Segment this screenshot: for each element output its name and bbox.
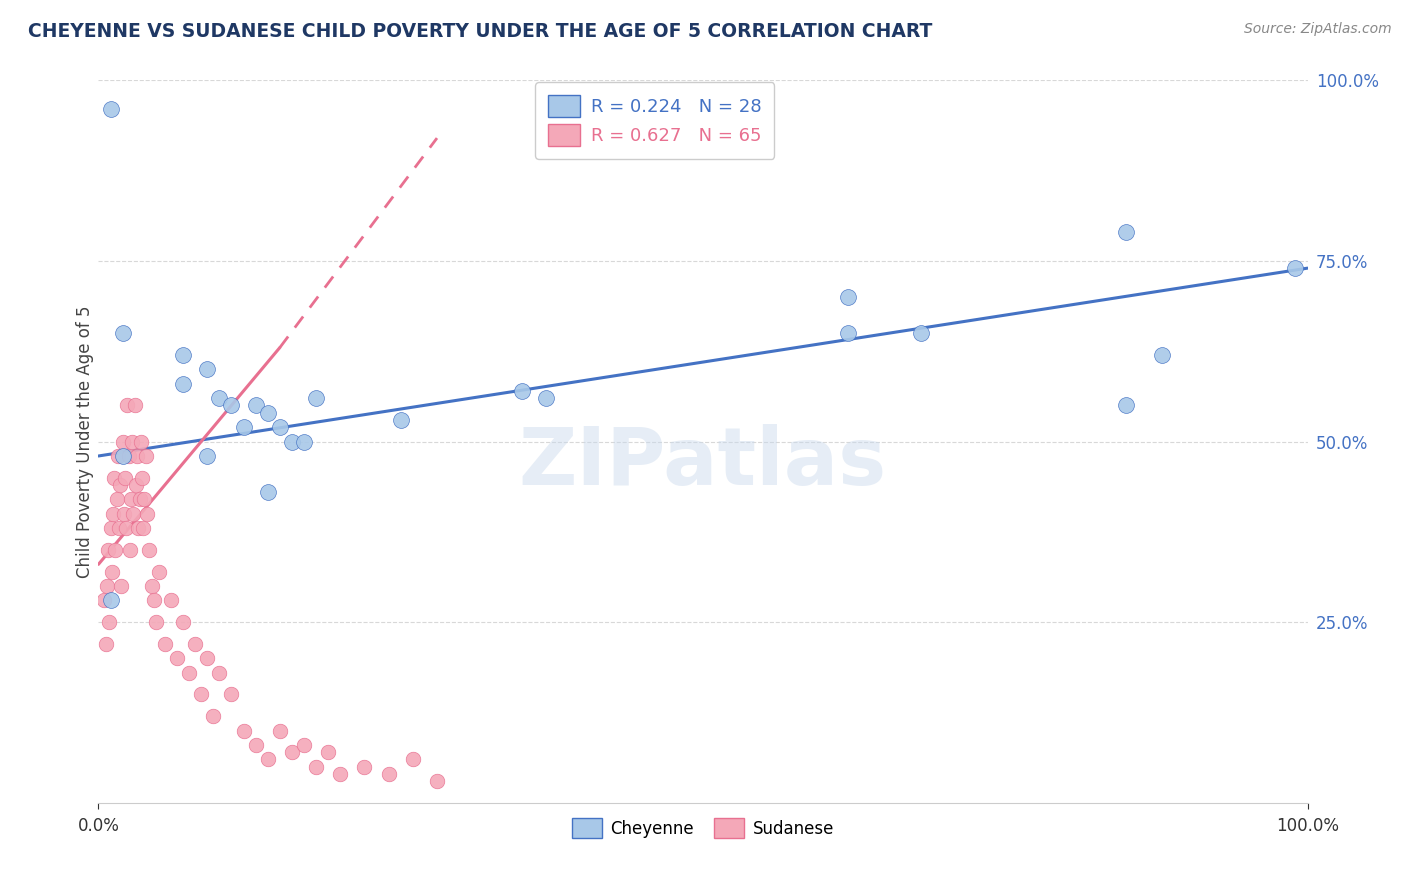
Point (131, 470, 153, 484)
Point (120, 492, 142, 507)
Point (256, 752, 278, 766)
Point (221, 398, 243, 412)
Point (108, 521, 131, 535)
Point (910, 326, 932, 340)
Point (115, 521, 138, 535)
Point (138, 542, 160, 557)
Point (96, 579, 118, 593)
Point (114, 470, 136, 484)
Point (190, 687, 212, 701)
Point (245, 398, 267, 412)
Point (129, 434, 152, 449)
Point (1284, 261, 1306, 276)
Point (124, 398, 146, 412)
Point (117, 398, 139, 412)
Point (94, 637, 117, 651)
Point (389, 413, 412, 427)
Point (269, 420, 291, 434)
Point (510, 384, 533, 398)
Point (135, 449, 157, 463)
Point (402, 752, 425, 766)
Point (100, 565, 122, 579)
Point (134, 492, 156, 507)
Point (110, 579, 132, 593)
Point (93, 593, 115, 607)
Point (232, 420, 254, 434)
Point (232, 723, 254, 738)
Point (166, 651, 188, 665)
Point (118, 542, 141, 557)
Point (103, 470, 125, 484)
Point (256, 406, 278, 420)
Point (101, 507, 124, 521)
Point (111, 434, 134, 449)
Point (128, 492, 150, 507)
Point (245, 738, 267, 752)
Point (160, 593, 183, 607)
Point (292, 738, 315, 752)
Point (184, 637, 207, 651)
Point (125, 478, 148, 492)
Point (100, 521, 122, 535)
Point (269, 723, 291, 738)
Point (135, 507, 157, 521)
Point (145, 615, 167, 630)
Point (1115, 398, 1137, 412)
Point (1152, 348, 1174, 362)
Point (121, 434, 143, 449)
Point (172, 348, 194, 362)
Point (202, 709, 225, 723)
Point (111, 326, 134, 340)
Point (377, 767, 399, 781)
Point (195, 651, 218, 665)
Point (104, 542, 127, 557)
Text: CHEYENNE VS SUDANESE CHILD POVERTY UNDER THE AGE OF 5 CORRELATION CHART: CHEYENNE VS SUDANESE CHILD POVERTY UNDER… (28, 22, 932, 41)
Point (281, 434, 304, 449)
Point (108, 478, 131, 492)
Point (141, 579, 163, 593)
Point (153, 637, 176, 651)
Point (179, 665, 201, 680)
Point (281, 745, 304, 759)
Point (127, 521, 149, 535)
Point (97, 542, 120, 557)
Point (837, 326, 859, 340)
Point (100, 102, 122, 116)
Point (256, 485, 278, 500)
Point (208, 665, 231, 680)
Point (316, 745, 339, 759)
Point (172, 615, 194, 630)
Point (837, 290, 859, 304)
Point (111, 449, 134, 463)
Point (292, 434, 315, 449)
Y-axis label: Child Poverty Under the Age of 5: Child Poverty Under the Age of 5 (76, 305, 94, 578)
Point (426, 774, 449, 789)
Legend: Cheyenne, Sudanese: Cheyenne, Sudanese (565, 812, 841, 845)
Point (305, 391, 328, 405)
Point (100, 593, 122, 607)
Point (221, 687, 243, 701)
Point (305, 760, 328, 774)
Point (98, 615, 121, 630)
Point (127, 449, 149, 463)
Point (105, 492, 128, 507)
Point (353, 760, 375, 774)
Point (118, 449, 141, 463)
Point (534, 391, 557, 405)
Point (148, 565, 170, 579)
Point (132, 521, 155, 535)
Point (208, 391, 231, 405)
Text: Source: ZipAtlas.com: Source: ZipAtlas.com (1244, 22, 1392, 37)
Text: ZIPatlas: ZIPatlas (519, 425, 887, 502)
Point (122, 507, 145, 521)
Point (143, 593, 166, 607)
Point (1115, 225, 1137, 239)
Point (195, 362, 218, 376)
Point (195, 449, 218, 463)
Point (329, 767, 352, 781)
Point (112, 507, 135, 521)
Point (107, 449, 129, 463)
Point (172, 376, 194, 391)
